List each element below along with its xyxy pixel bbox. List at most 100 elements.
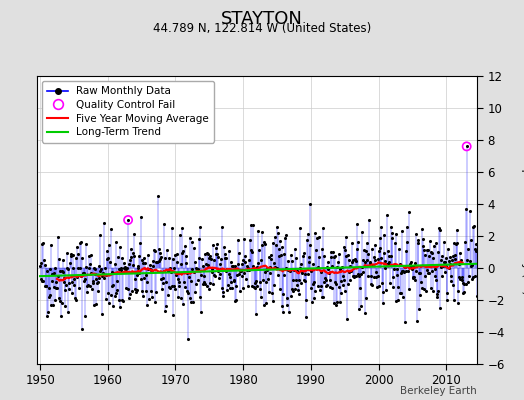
- Point: [107, 292, 115, 298]
- Point: [104, 254, 112, 261]
- Point: [47, 242, 56, 248]
- Point: [340, 244, 348, 250]
- Point: [384, 261, 392, 267]
- Point: [433, 294, 442, 300]
- Point: [321, 275, 329, 282]
- Point: [406, 261, 414, 268]
- Point: [334, 283, 343, 290]
- Point: [394, 297, 402, 304]
- Point: [333, 298, 341, 305]
- Point: [426, 238, 434, 244]
- Point: [41, 282, 50, 289]
- Point: [120, 264, 128, 271]
- Point: [178, 225, 187, 231]
- Point: [202, 283, 211, 289]
- Point: [242, 276, 250, 282]
- Point: [383, 260, 391, 267]
- Point: [343, 281, 352, 287]
- Point: [81, 276, 90, 283]
- Point: [254, 260, 262, 266]
- Point: [222, 255, 230, 261]
- Point: [257, 294, 266, 300]
- Point: [151, 289, 160, 296]
- Point: [139, 260, 148, 266]
- Point: [414, 236, 422, 243]
- Point: [440, 259, 449, 266]
- Point: [112, 290, 120, 296]
- Point: [224, 282, 232, 288]
- Text: Berkeley Earth: Berkeley Earth: [400, 386, 477, 396]
- Point: [272, 242, 280, 248]
- Point: [201, 251, 210, 257]
- Point: [75, 264, 84, 271]
- Point: [305, 201, 314, 208]
- Point: [392, 231, 400, 238]
- Point: [265, 254, 273, 260]
- Point: [131, 286, 139, 292]
- Point: [77, 239, 85, 246]
- Point: [200, 273, 208, 279]
- Point: [377, 224, 386, 231]
- Point: [122, 285, 130, 291]
- Point: [337, 278, 346, 284]
- Point: [271, 264, 280, 270]
- Point: [453, 240, 461, 246]
- Point: [318, 246, 326, 252]
- Point: [127, 254, 135, 260]
- Point: [414, 305, 423, 312]
- Point: [197, 272, 205, 278]
- Point: [294, 277, 303, 284]
- Point: [163, 247, 171, 253]
- Point: [295, 290, 303, 297]
- Point: [342, 234, 351, 241]
- Point: [383, 212, 391, 219]
- Point: [306, 242, 314, 248]
- Point: [389, 284, 398, 290]
- Point: [100, 220, 108, 226]
- Point: [236, 288, 245, 294]
- Point: [82, 241, 91, 247]
- Point: [167, 268, 175, 275]
- Point: [149, 262, 157, 269]
- Point: [347, 267, 355, 274]
- Point: [41, 262, 49, 268]
- Point: [404, 268, 412, 274]
- Point: [472, 248, 480, 254]
- Point: [370, 254, 378, 260]
- Point: [136, 276, 145, 282]
- Point: [48, 271, 57, 278]
- Point: [118, 254, 126, 261]
- Point: [78, 255, 86, 261]
- Point: [288, 258, 296, 264]
- Point: [330, 253, 339, 260]
- Point: [474, 266, 483, 272]
- Point: [170, 283, 179, 289]
- Point: [445, 265, 453, 272]
- Point: [57, 313, 65, 320]
- Point: [125, 295, 134, 302]
- Point: [226, 259, 235, 265]
- Point: [108, 281, 117, 288]
- Point: [376, 235, 385, 242]
- Point: [442, 255, 451, 262]
- Point: [304, 253, 313, 260]
- Point: [73, 274, 82, 280]
- Point: [382, 286, 390, 293]
- Point: [238, 260, 246, 267]
- Point: [203, 262, 212, 268]
- Point: [475, 262, 483, 268]
- Point: [458, 274, 466, 280]
- Point: [444, 258, 453, 264]
- Point: [436, 257, 445, 264]
- Point: [163, 268, 172, 274]
- Point: [123, 264, 131, 271]
- Point: [214, 268, 222, 274]
- Point: [261, 241, 269, 247]
- Point: [209, 242, 217, 248]
- Point: [452, 226, 461, 233]
- Point: [113, 278, 122, 284]
- Point: [311, 230, 320, 236]
- Point: [356, 303, 365, 309]
- Point: [283, 267, 292, 274]
- Point: [421, 273, 429, 279]
